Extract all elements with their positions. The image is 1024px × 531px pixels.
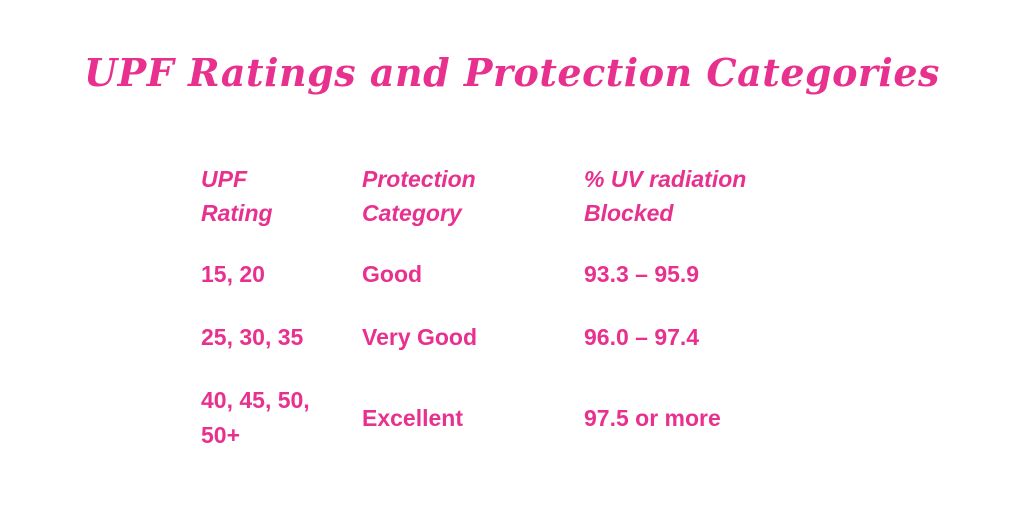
blocked-cell: 97.5 or more [584, 405, 721, 431]
header-text: Blocked [584, 200, 674, 226]
header-text: Rating [201, 200, 273, 226]
page-title: UPF Ratings and Protection Categories [84, 50, 940, 95]
rating-cell: 25, 30, 35 [201, 324, 304, 350]
rating-cell: 50+ [201, 422, 241, 448]
rating-cell: 40, 45, 50, [201, 387, 310, 413]
category-cell: Very Good [362, 324, 478, 350]
header-text: % UV radiation [584, 166, 747, 192]
header-text: Protection [362, 166, 476, 192]
category-cell: Good [362, 261, 423, 287]
category-cell: Excellent [362, 405, 463, 431]
header-protection-category: Protection Category [362, 162, 476, 230]
blocked-cell: 96.0 – 97.4 [584, 324, 700, 350]
header-upf-rating: UPF Rating [201, 162, 273, 230]
header-uv-blocked: % UV radiation Blocked [584, 162, 746, 230]
blocked-cell: 93.3 – 95.9 [584, 261, 700, 287]
header-text: Category [362, 200, 462, 226]
header-text: UPF [201, 166, 247, 192]
rating-cell: 15, 20 [201, 261, 265, 287]
